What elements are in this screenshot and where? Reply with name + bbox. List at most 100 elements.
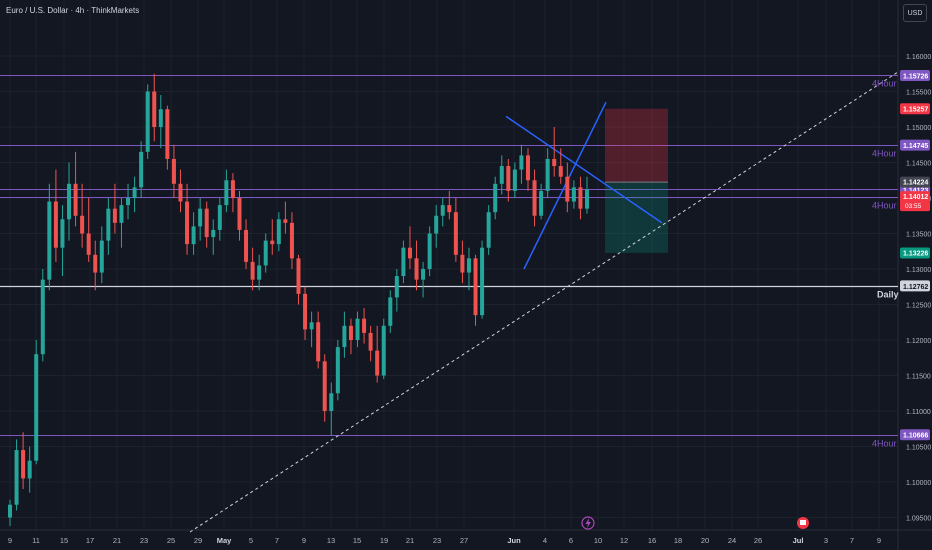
candle-body <box>525 155 530 181</box>
candle-body <box>217 205 222 230</box>
candle-body <box>132 187 137 198</box>
candle-body <box>414 258 419 280</box>
zone-level-label: 4Hour <box>872 439 897 449</box>
time-tick-label: 12 <box>620 536 628 545</box>
time-tick-label: 19 <box>380 536 388 545</box>
price-badge-label: 1.13226 <box>903 250 928 257</box>
level-price-badge <box>900 429 930 441</box>
candle-body <box>106 208 111 241</box>
descending-trend-line[interactable] <box>505 115 663 224</box>
candle-body <box>316 322 321 362</box>
candle-body <box>571 187 576 202</box>
candle-body <box>565 176 570 202</box>
target-zone[interactable] <box>605 182 668 253</box>
time-tick-label: 21 <box>113 536 121 545</box>
candle-body <box>211 229 216 238</box>
candle-body <box>394 276 399 298</box>
candle-body <box>532 180 537 216</box>
candle-body <box>335 347 340 394</box>
time-tick-label: 13 <box>327 536 335 545</box>
lightning-icon[interactable] <box>581 516 595 530</box>
time-tick-label: 16 <box>648 536 656 545</box>
price-badge-countdown: 03:55 <box>905 203 922 210</box>
candle-body <box>368 332 373 351</box>
time-tick-label: 18 <box>674 536 682 545</box>
candles <box>8 73 589 527</box>
time-tick-label: 17 <box>86 536 94 545</box>
price-axis[interactable]: 1.160001.155001.150001.145001.140001.135… <box>900 54 931 523</box>
currency-button[interactable]: USD <box>903 4 927 22</box>
time-tick-label: 3 <box>824 536 828 545</box>
symbol-title[interactable]: Euro / U.S. Dollar · 4h · ThinkMarkets <box>6 6 140 15</box>
candle-body <box>460 254 465 273</box>
daily-level-label: Daily <box>877 290 899 300</box>
candle-body <box>93 254 98 273</box>
candle-body <box>34 354 39 461</box>
level-price-badge <box>900 139 930 151</box>
ascending-trend-line[interactable] <box>523 101 607 270</box>
candle-body <box>480 247 485 316</box>
candle-body <box>519 155 524 170</box>
event-icons[interactable] <box>581 516 809 530</box>
candle-body <box>99 240 104 273</box>
time-tick-label: 23 <box>140 536 148 545</box>
candle-body <box>362 318 367 333</box>
candle-body <box>86 233 91 255</box>
dashed-trend-line[interactable] <box>189 71 899 533</box>
time-tick-label: May <box>217 536 232 545</box>
candle-body <box>512 169 517 191</box>
economic-event-icon[interactable] <box>797 517 809 529</box>
zone-level-label: 4Hour <box>872 79 897 89</box>
candle-body <box>447 205 452 213</box>
price-tick-label: 1.11000 <box>906 409 931 416</box>
level-price-badge-label: 1.12762 <box>903 284 928 291</box>
candle-body <box>8 504 12 518</box>
candle-body <box>178 183 183 202</box>
price-tick-label: 1.14500 <box>906 161 931 168</box>
time-tick-label: Jul <box>793 536 804 545</box>
trend-lines[interactable] <box>189 71 899 533</box>
time-tick-label: 5 <box>249 536 253 545</box>
stop-zone[interactable] <box>605 108 668 183</box>
candle-body <box>67 183 72 220</box>
candle-body <box>552 158 557 167</box>
time-tick-label: 23 <box>433 536 441 545</box>
candle-body <box>112 208 117 223</box>
price-tick-label: 1.13500 <box>906 232 931 239</box>
candle-body <box>185 201 190 245</box>
candle-body <box>407 247 412 259</box>
level-price-badge <box>900 280 930 292</box>
candle-body <box>493 183 498 213</box>
candle-body <box>263 240 268 266</box>
candle-body <box>401 247 406 277</box>
time-axis[interactable]: 9 11 15 17 21 23 25 29 May 5 7 9 13 15 19 21 23 27 Jun 4 6 10… <box>8 536 881 545</box>
candle-body <box>466 258 471 273</box>
zone-level-label: 4Hour <box>872 149 897 159</box>
candle-body <box>309 322 314 330</box>
candle-body <box>60 219 65 248</box>
time-tick-label: 7 <box>850 536 854 545</box>
candle-body <box>421 269 426 280</box>
candle-body <box>139 151 144 188</box>
level-price-badge-label: 1.15726 <box>903 73 928 80</box>
candle-body <box>585 189 589 209</box>
price-badge <box>900 103 930 115</box>
candle-body <box>257 265 262 280</box>
candle-body <box>296 258 301 294</box>
candle-body <box>14 450 19 505</box>
short-position-tool[interactable] <box>605 108 668 253</box>
candle-body <box>342 325 347 348</box>
time-tick-label: 4 <box>543 536 547 545</box>
candle-body <box>388 297 393 326</box>
time-tick-label: 21 <box>406 536 414 545</box>
time-tick-label: 29 <box>194 536 202 545</box>
candle-body <box>40 279 45 355</box>
time-tick-label: 15 <box>60 536 68 545</box>
candle-body <box>453 212 458 255</box>
candle-body <box>224 180 229 206</box>
level-price-badge <box>900 69 930 81</box>
price-tick-label: 1.15500 <box>906 90 931 97</box>
candle-body <box>152 91 157 127</box>
candle-body <box>158 109 163 127</box>
